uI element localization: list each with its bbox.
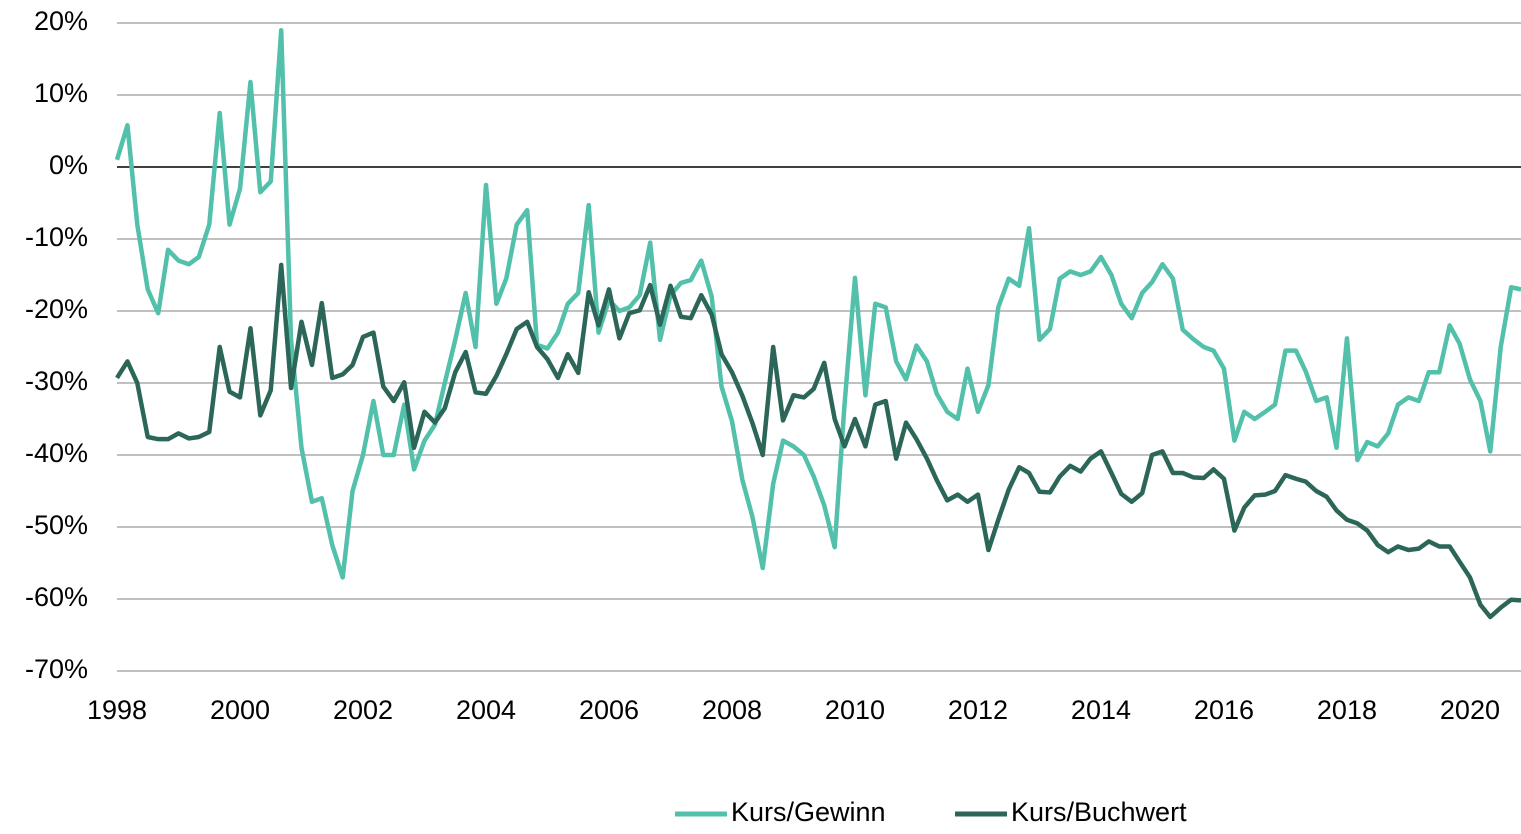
x-tick-label: 2010 [825, 695, 885, 725]
line [115, 262, 1521, 620]
y-tick-label: -10% [25, 222, 88, 252]
x-tick-label: 2018 [1317, 695, 1377, 725]
y-tick-label: -60% [25, 582, 88, 612]
x-tick-label: 2000 [210, 695, 270, 725]
legend: Kurs/Gewinn Kurs/Buchwert [675, 797, 1187, 827]
legend-label: Kurs/Buchwert [1011, 797, 1187, 827]
line [114, 27, 1521, 580]
x-tick-label: 2006 [579, 695, 639, 725]
y-tick-label: -50% [25, 510, 88, 540]
y-tick-label: -40% [25, 438, 88, 468]
y-tick-label: -30% [25, 366, 88, 396]
x-tick-label: 2004 [456, 695, 516, 725]
x-tick-label: 2012 [948, 695, 1008, 725]
x-tick-label: 2002 [333, 695, 393, 725]
y-tick-label: 0% [49, 150, 88, 180]
legend-label: Kurs/Gewinn [731, 797, 886, 827]
x-tick-label: 2020 [1440, 695, 1500, 725]
y-tick-label: 10% [34, 78, 88, 108]
x-tick-label: 2016 [1194, 695, 1254, 725]
x-tick-label: 2014 [1071, 695, 1131, 725]
x-tick-label: 1998 [87, 695, 147, 725]
y-tick-label: -70% [25, 654, 88, 684]
grid [117, 22, 1521, 672]
x-tick-label: 2008 [702, 695, 762, 725]
y-tick-label: -20% [25, 294, 88, 324]
y-tick-label: 20% [34, 6, 88, 36]
